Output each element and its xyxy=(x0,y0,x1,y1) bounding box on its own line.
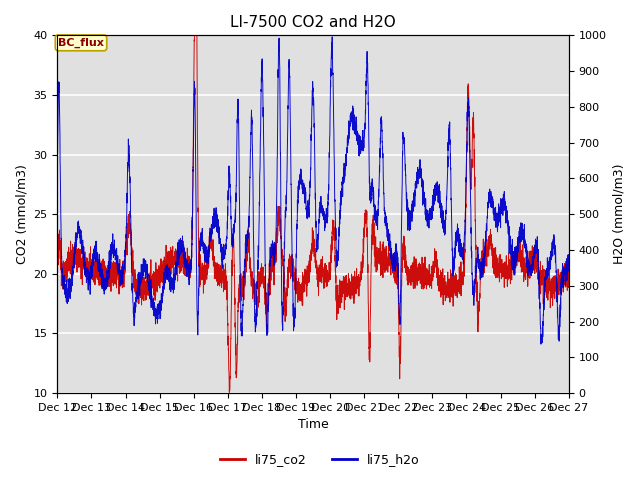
Legend: li75_co2, li75_h2o: li75_co2, li75_h2o xyxy=(215,448,425,471)
Text: BC_flux: BC_flux xyxy=(58,38,104,48)
Y-axis label: H2O (mmol/m3): H2O (mmol/m3) xyxy=(612,164,625,264)
Y-axis label: CO2 (mmol/m3): CO2 (mmol/m3) xyxy=(15,164,28,264)
X-axis label: Time: Time xyxy=(298,419,328,432)
Title: LI-7500 CO2 and H2O: LI-7500 CO2 and H2O xyxy=(230,15,396,30)
